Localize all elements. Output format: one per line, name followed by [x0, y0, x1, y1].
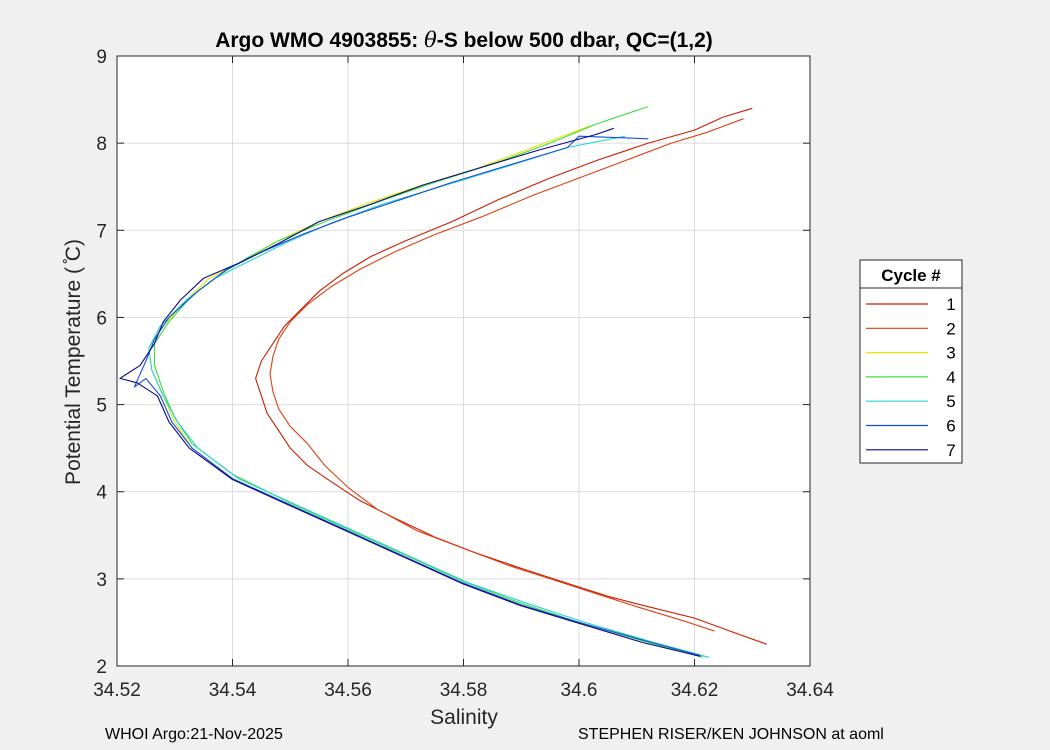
series-line-cycle-7 — [119, 127, 701, 657]
x-tick-label: 34.64 — [786, 680, 834, 701]
y-tick-label: 3 — [96, 570, 107, 591]
y-tick-label: 7 — [96, 221, 107, 242]
x-tick-label: 34.52 — [93, 680, 141, 701]
series-layer — [119, 105, 767, 658]
chart-title: Argo WMO 4903855: θ-S below 500 dbar, QC… — [215, 28, 713, 52]
footer-source-date: WHOI Argo:21-Nov-2025 — [105, 726, 283, 743]
y-tick-label: 5 — [96, 396, 107, 417]
legend-box — [859, 259, 963, 464]
series-line-cycle-1 — [255, 107, 767, 645]
y-tick-label: 6 — [96, 308, 107, 329]
y-tick-label: 2 — [96, 657, 107, 678]
series-line-cycle-2 — [269, 118, 744, 632]
legend-title: Cycle # — [881, 266, 941, 285]
x-tick-label: 34.62 — [671, 680, 719, 701]
grid-lines — [117, 56, 810, 666]
x-axis-label: Salinity — [430, 706, 498, 729]
y-axis-label: Potential Temperature ( ̊C) — [62, 239, 85, 485]
legend-label-cycle-5: 5 — [946, 392, 955, 411]
y-tick-label: 9 — [96, 47, 107, 68]
y-tick-label: 4 — [96, 483, 107, 504]
legend-label-cycle-1: 1 — [946, 295, 955, 314]
legend-label-cycle-7: 7 — [946, 441, 955, 460]
axis-ticks: 34.52 34.54 34.56 34.58 34.6 34.62 34.64 2 3 4 5 6 7… — [93, 47, 834, 701]
legend-label-cycle-6: 6 — [946, 417, 955, 436]
footer-credit: STEPHEN RISER/KEN JOHNSON at aoml — [578, 726, 884, 743]
x-tick-label: 34.56 — [324, 680, 372, 701]
series-line-cycle-5 — [148, 135, 710, 658]
series-line-cycle-6 — [133, 135, 701, 657]
series-line-cycle-4 — [153, 105, 704, 658]
x-tick-label: 34.58 — [440, 680, 488, 701]
legend: Cycle # 1 2 3 4 5 6 7 — [859, 259, 963, 464]
y-tick-label: 8 — [96, 134, 107, 155]
legend-label-cycle-2: 2 — [946, 319, 955, 338]
legend-label-cycle-3: 3 — [946, 344, 955, 363]
legend-label-cycle-4: 4 — [946, 368, 955, 387]
x-tick-label: 34.6 — [561, 680, 598, 701]
x-tick-label: 34.54 — [209, 680, 257, 701]
